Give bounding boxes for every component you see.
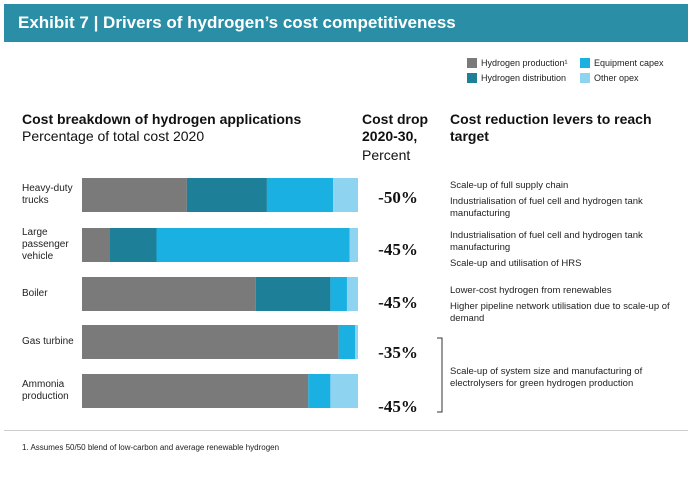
bar-segment <box>82 374 309 408</box>
legend-label: Other opex <box>594 73 639 83</box>
lever-text: Industrialisation of fuel cell and hydro… <box>450 230 643 253</box>
cost-drop: -45% <box>378 240 418 259</box>
legend-label: Hydrogen production¹ <box>481 58 568 68</box>
bar-segment <box>346 277 358 311</box>
bar-segment <box>333 178 358 212</box>
bar-segment <box>308 374 331 408</box>
bar-segment <box>82 228 110 262</box>
bar-segment <box>338 325 356 359</box>
footnote: 1. Assumes 50/50 blend of low-carbon and… <box>22 443 280 452</box>
bar-segment <box>109 228 157 262</box>
bar-segment <box>82 178 187 212</box>
category-label: Boiler <box>22 288 48 299</box>
subtitle: Cost breakdown of hydrogen applications <box>22 111 302 127</box>
bracket <box>437 337 443 413</box>
lever-text: Industrialisation of fuel cell and hydro… <box>450 196 643 219</box>
legend-label: Equipment capex <box>594 58 664 68</box>
bar-segment <box>266 178 334 212</box>
bar-segment <box>82 325 339 359</box>
legend-swatch <box>580 58 590 68</box>
lever-text: Higher pipeline network utilisation due … <box>450 301 670 324</box>
category-label: Heavy-duty trucks <box>22 183 73 206</box>
cost-drop: -45% <box>378 293 418 312</box>
bar-segment <box>355 325 358 359</box>
cost-drop-unit: Percent <box>362 147 411 163</box>
axis-label: Percentage of total cost 2020 <box>22 128 205 144</box>
divider <box>4 430 688 431</box>
lever-text: Scale-up of full supply chain <box>450 180 569 191</box>
bar-segment <box>330 374 358 408</box>
legend-swatch <box>467 73 477 83</box>
bar-segment <box>186 178 267 212</box>
levers-title: Cost reduction levers to reach target <box>450 111 652 144</box>
category-label: Large passenger vehicle <box>22 227 69 262</box>
legend-swatch <box>467 58 477 68</box>
cost-drop: -35% <box>378 343 418 362</box>
lever-text: Scale-up of system size and manufacturin… <box>450 366 643 389</box>
bar-segment <box>349 228 358 262</box>
legend-label: Hydrogen distribution <box>481 73 567 83</box>
category-label: Ammonia production <box>22 379 69 402</box>
header-band <box>4 4 688 42</box>
category-label: Gas turbine <box>22 336 74 347</box>
bar-segment <box>156 228 350 262</box>
legend-swatch <box>580 73 590 83</box>
bar-segment <box>82 277 256 311</box>
cost-drop-title: Cost drop 2020-30, <box>362 111 429 144</box>
lever-text: Lower-cost hydrogen from renewables <box>450 285 612 296</box>
chart-title: Exhibit 7 | Drivers of hydrogen’s cost c… <box>18 13 456 32</box>
bar-segment <box>255 277 331 311</box>
cost-drop: -50% <box>378 188 418 207</box>
bar-segment <box>330 277 347 311</box>
cost-drop: -45% <box>378 397 418 416</box>
lever-text: Scale-up and utilisation of HRS <box>450 258 582 269</box>
